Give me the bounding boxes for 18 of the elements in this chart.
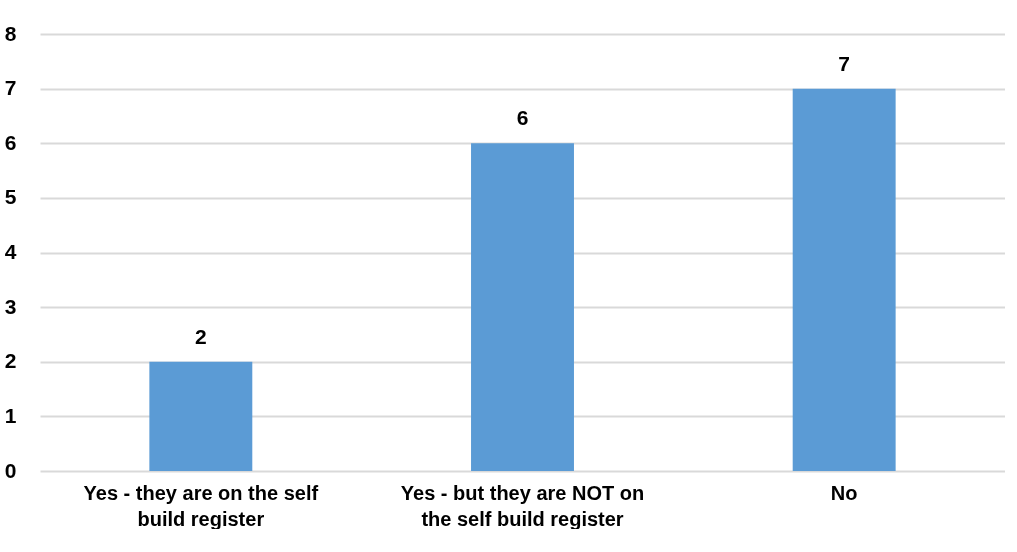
- x-tick-label: Yes - but they are NOT on the self build register: [400, 481, 645, 530]
- data-label: 7: [838, 51, 851, 75]
- y-tick-label: 2: [4, 349, 17, 373]
- bar: [471, 143, 574, 471]
- y-tick-label: 5: [4, 185, 17, 209]
- data-label: 6: [516, 106, 529, 130]
- y-tick-label: 0: [4, 458, 17, 482]
- y-tick-label: 7: [4, 76, 17, 100]
- y-tick-label: 4: [4, 240, 17, 263]
- bar: [149, 361, 253, 471]
- x-tick-label: No: [830, 481, 858, 504]
- x-tick-label: Yes - they are on the self build register: [83, 481, 319, 530]
- bar: [792, 88, 896, 471]
- y-tick-label: 3: [4, 294, 17, 318]
- y-tick-label: 6: [4, 130, 17, 154]
- y-tick-label: 8: [4, 21, 17, 45]
- data-label: 2: [194, 324, 207, 348]
- y-tick-label: 1: [4, 403, 17, 427]
